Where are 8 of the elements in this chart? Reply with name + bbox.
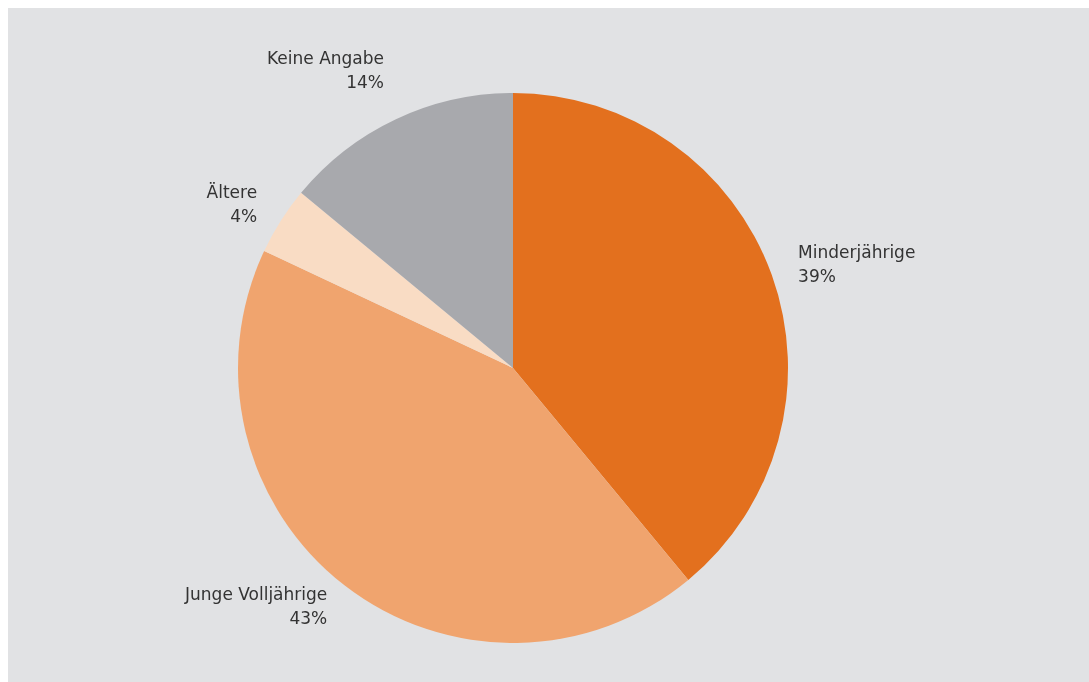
slice-label: Keine Angabe: [267, 48, 384, 69]
data-label: 4%: [230, 206, 258, 227]
slice-label: Junge Volljährige: [184, 583, 328, 604]
slice-label: Minderjährige: [798, 241, 916, 262]
data-label: 14%: [346, 72, 384, 93]
data-label: 43%: [289, 607, 328, 628]
data-label: 39%: [798, 265, 836, 286]
slice-label: Ältere: [206, 182, 258, 203]
